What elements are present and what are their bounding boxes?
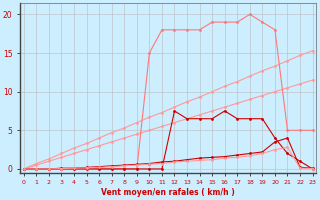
X-axis label: Vent moyen/en rafales ( km/h ): Vent moyen/en rafales ( km/h ): [101, 188, 235, 197]
